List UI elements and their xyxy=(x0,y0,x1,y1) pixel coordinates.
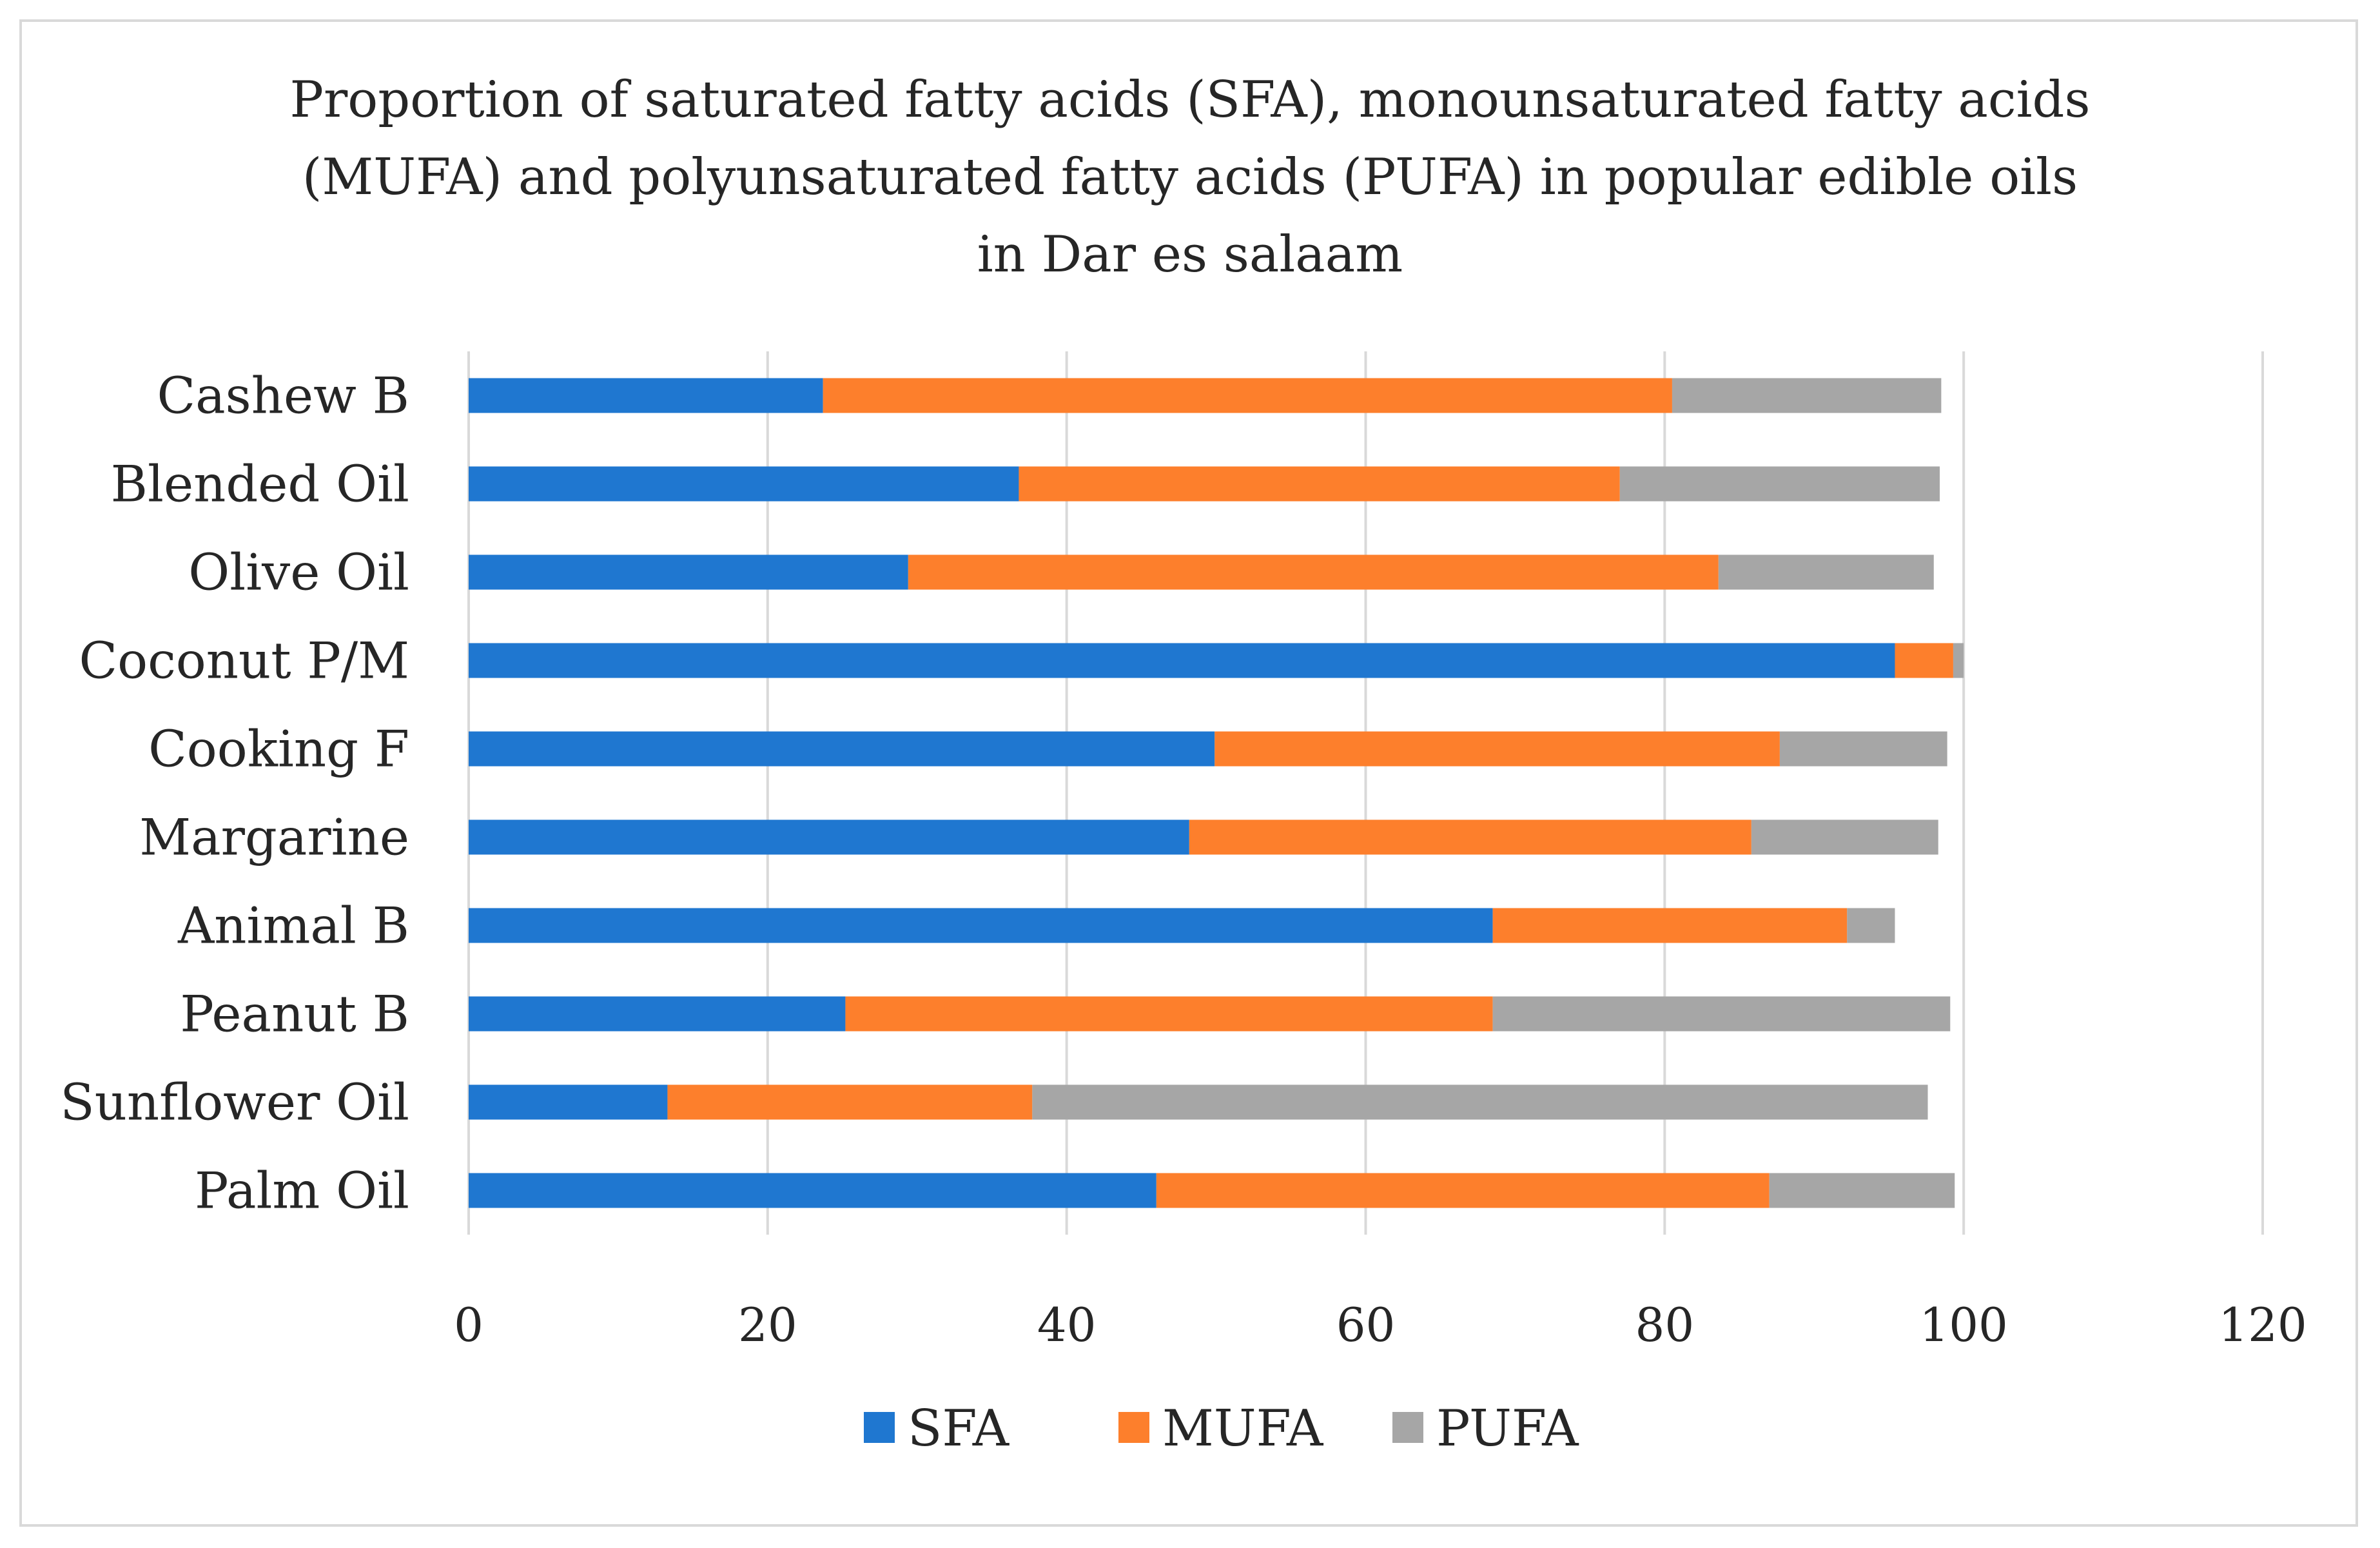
bar-sfa xyxy=(469,466,1019,502)
category-label: Animal B xyxy=(177,897,409,955)
category-label: Palm Oil xyxy=(195,1162,409,1220)
category-label: Olive Oil xyxy=(188,544,409,602)
bar-sfa xyxy=(469,378,823,413)
bar-pufa xyxy=(1769,1173,1955,1208)
bar-mufa xyxy=(823,378,1672,413)
category-label: Cashew B xyxy=(157,367,410,426)
legend-label-sfa: SFA xyxy=(908,1400,1010,1458)
category-label: Peanut B xyxy=(180,986,409,1044)
bar-pufa xyxy=(1779,731,1947,767)
bar-pufa xyxy=(1619,466,1940,502)
category-label: Margarine xyxy=(139,809,409,867)
bar-mufa xyxy=(1492,908,1848,943)
category-label: Cooking F xyxy=(148,721,409,779)
bar-sfa xyxy=(469,731,1215,767)
chart-title-line-1: Proportion of saturated fatty acids (SFA… xyxy=(289,71,2091,129)
bar-mufa xyxy=(845,996,1493,1032)
bar-mufa xyxy=(1156,1173,1770,1208)
bar-sfa xyxy=(469,996,846,1032)
bar-pufa xyxy=(1847,908,1895,943)
x-tick-label: 60 xyxy=(1336,1298,1396,1352)
bar-pufa xyxy=(1492,996,1951,1032)
category-label: Sunflower Oil xyxy=(60,1074,409,1132)
bar-pufa xyxy=(1718,554,1934,590)
bar-sfa xyxy=(469,908,1493,943)
bar-sfa xyxy=(469,554,908,590)
bar-mufa xyxy=(1214,731,1780,767)
bar-sfa xyxy=(469,643,1895,678)
legend-label-mufa: MUFA xyxy=(1162,1400,1324,1458)
chart-title-line-3: in Dar es salaam xyxy=(977,226,1403,284)
bar-sfa xyxy=(469,819,1189,855)
bar-sfa xyxy=(469,1084,668,1120)
chart-frame xyxy=(19,19,2358,1527)
bar-pufa xyxy=(1953,643,1964,678)
bar-mufa xyxy=(1895,643,1953,678)
x-tick-label: 40 xyxy=(1037,1298,1097,1352)
x-tick-label: 80 xyxy=(1635,1298,1695,1352)
chart-title-line-2: (MUFA) and polyunsaturated fatty acids (… xyxy=(302,148,2078,206)
category-label: Blended Oil xyxy=(111,456,409,514)
x-tick-label: 120 xyxy=(2218,1298,2307,1352)
bar-mufa xyxy=(1019,466,1620,502)
bar-pufa xyxy=(1751,819,1938,855)
bar-mufa xyxy=(667,1084,1033,1120)
bar-pufa xyxy=(1672,378,1942,413)
category-label: Coconut P/M xyxy=(79,632,409,691)
legend-swatch-pufa xyxy=(1392,1412,1423,1443)
bar-pufa xyxy=(1032,1084,1928,1120)
x-tick-label: 20 xyxy=(738,1298,797,1352)
legend-label-pufa: PUFA xyxy=(1436,1400,1579,1458)
bar-mufa xyxy=(908,554,1719,590)
x-tick-label: 0 xyxy=(454,1298,483,1352)
x-tick-label: 100 xyxy=(1919,1298,2007,1352)
legend-swatch-sfa xyxy=(864,1412,895,1443)
bar-mufa xyxy=(1189,819,1751,855)
bar-sfa xyxy=(469,1173,1156,1208)
legend-swatch-mufa xyxy=(1118,1412,1149,1443)
